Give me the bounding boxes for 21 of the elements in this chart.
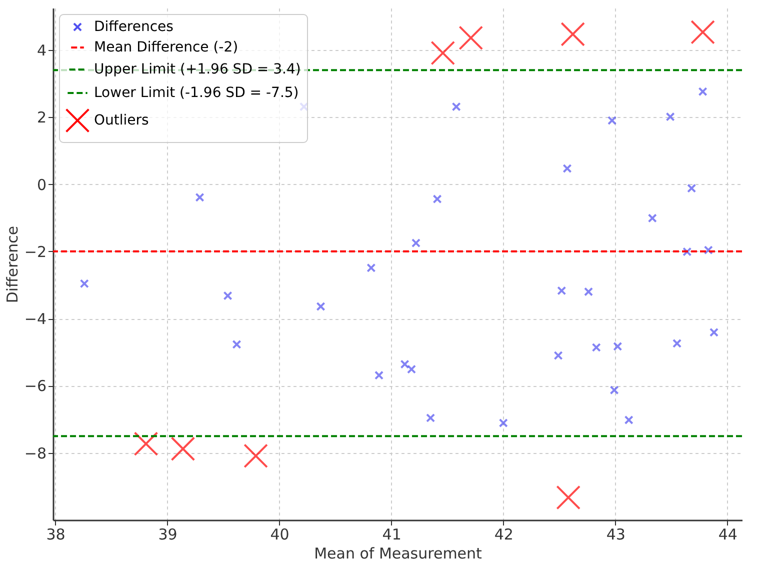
y-tick-label: −2: [24, 242, 46, 261]
x-tick-label: 43: [606, 526, 626, 544]
x-tick-label: 38: [46, 526, 66, 544]
legend-label: Differences: [94, 19, 174, 35]
x-tick-label: 42: [494, 526, 514, 544]
legend-label: Outliers: [94, 112, 149, 128]
legend-label: Mean Difference (-2): [94, 40, 238, 56]
y-tick-label: −6: [24, 377, 46, 396]
ref-line-label: Upper Limit (+1.96 SD = 3.4): [94, 62, 301, 78]
x-tick-label: 39: [158, 526, 178, 544]
x-axis-title: Mean of Measurement: [314, 544, 482, 562]
x-tick-label: 44: [718, 526, 738, 544]
y-tick-label: −8: [24, 444, 46, 462]
y-tick-label: 4: [36, 41, 46, 60]
y-tick-label: 2: [36, 108, 46, 127]
legend-label: Lower Limit (-1.96 SD = -7.5): [94, 85, 299, 101]
x-tick-label: 40: [270, 526, 290, 544]
x-tick-label: 41: [382, 526, 402, 544]
y-axis-title: Difference: [3, 226, 22, 304]
y-tick-label: 0: [36, 176, 46, 194]
y-tick-label: −4: [24, 310, 46, 328]
